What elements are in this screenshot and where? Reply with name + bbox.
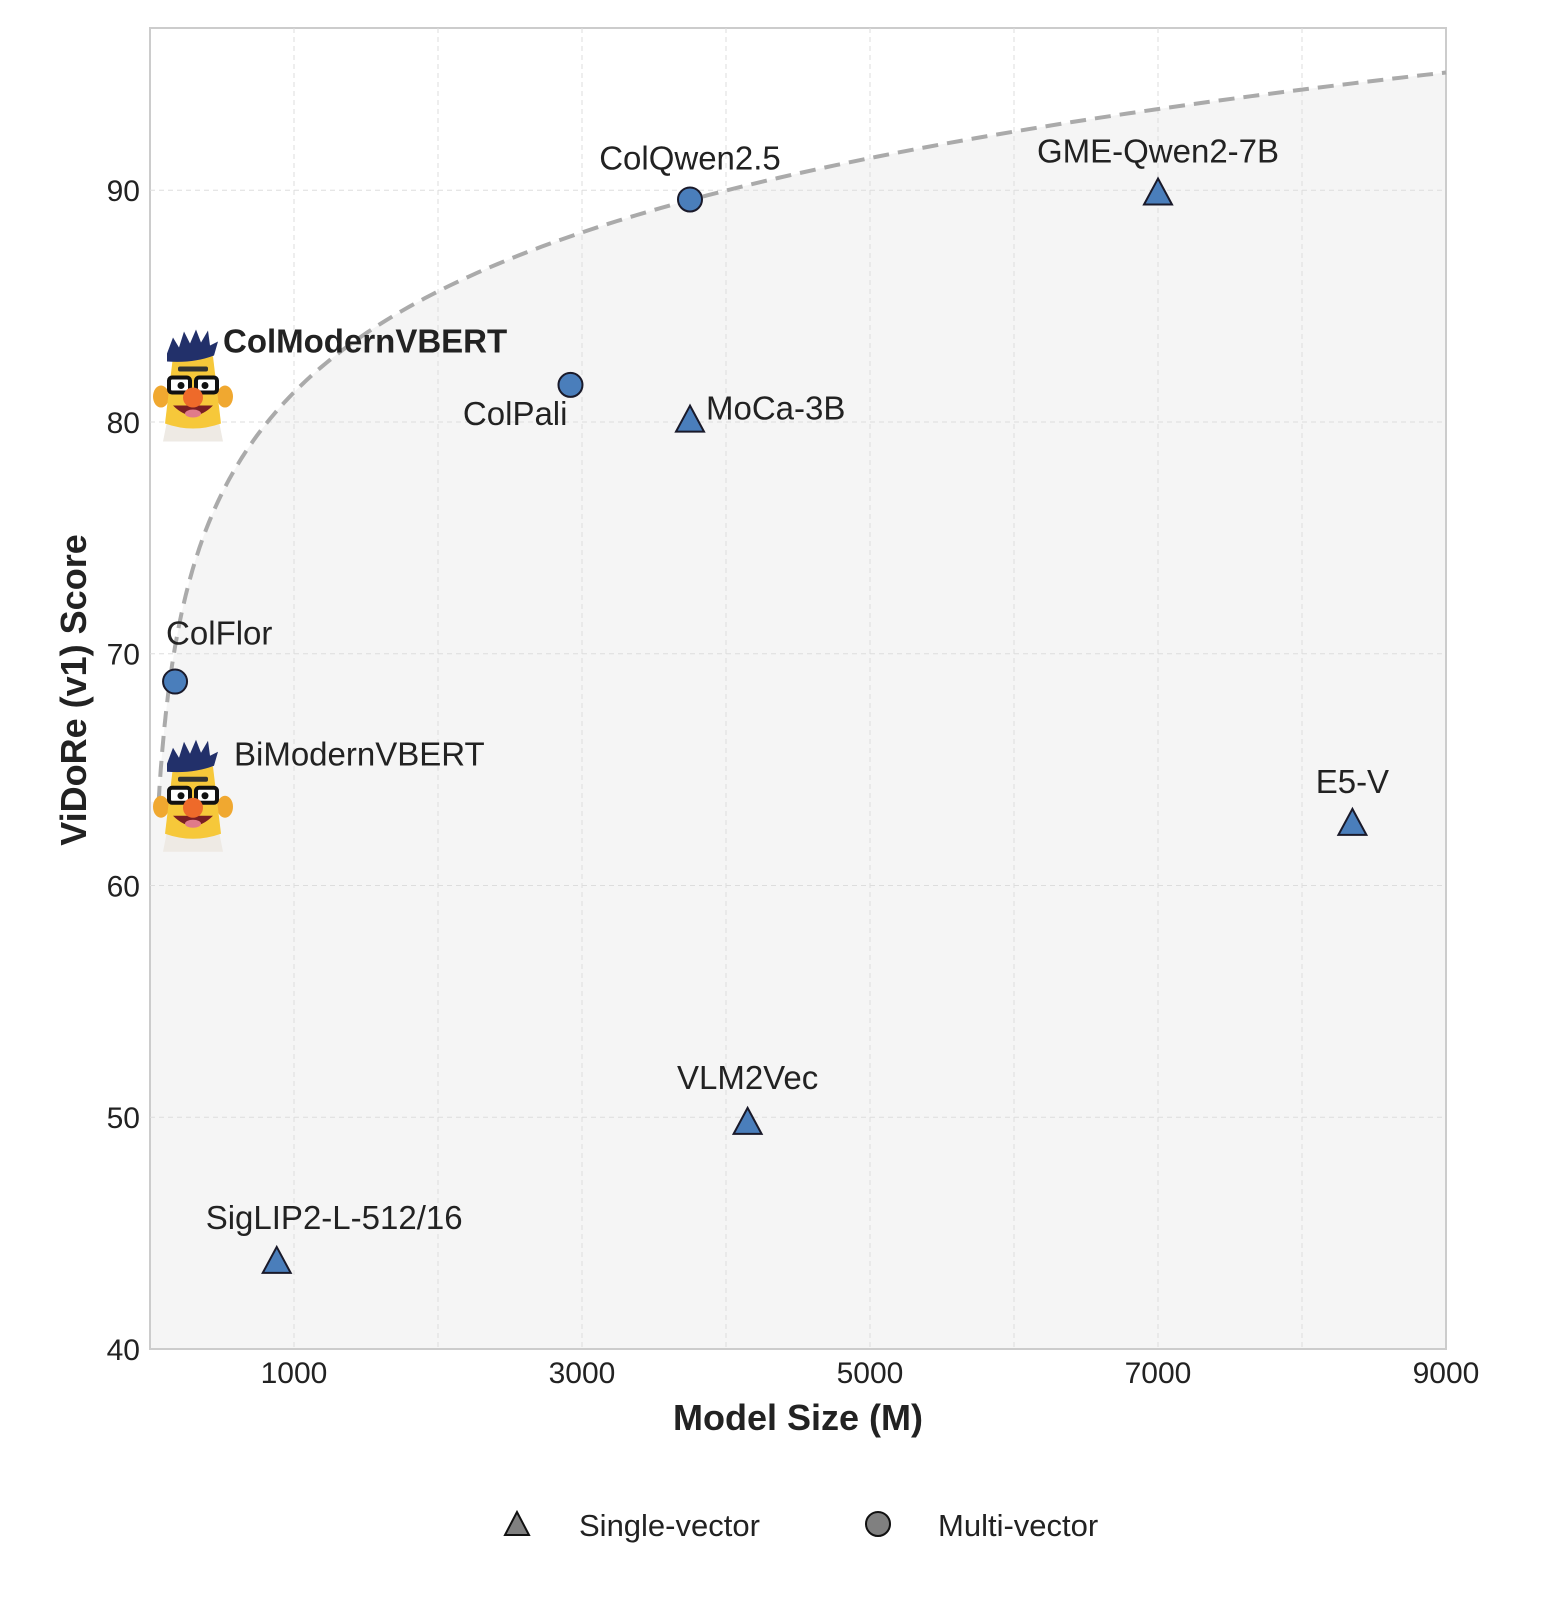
data-point: BiModernVBERT — [153, 736, 485, 852]
legend-label-single: Single-vector — [579, 1508, 760, 1543]
legend-triangle-marker — [503, 1509, 531, 1536]
y-tick-label: 70 — [107, 639, 140, 672]
legend: Single-vector Multi-vector — [503, 1508, 1098, 1543]
plot-area — [149, 27, 1447, 1350]
bert-eye — [177, 792, 185, 800]
point-label: MoCa-3B — [706, 390, 845, 427]
bert-eye — [201, 792, 209, 800]
bert-hair — [167, 739, 218, 773]
triangle-marker — [1336, 806, 1369, 836]
bert-eye — [177, 382, 185, 390]
legend-label-multi: Multi-vector — [938, 1508, 1098, 1543]
triangle-marker — [674, 403, 706, 433]
circle-marker — [557, 371, 584, 398]
x-tick-label: 1000 — [261, 1357, 328, 1390]
bert-hair — [167, 329, 218, 362]
point-label: ColPali — [463, 395, 568, 432]
point-label: SigLIP2-L-512/16 — [206, 1199, 463, 1236]
y-tick-label: 80 — [107, 407, 140, 440]
data-point: GME-Qwen2-7B — [1037, 133, 1279, 206]
data-point: ColFlor — [162, 615, 272, 695]
grid-lines — [150, 28, 1446, 1349]
bert-ear — [217, 385, 233, 408]
bert-brow — [178, 366, 208, 372]
data-points: ColQwen2.5 GME-Qwen2-7B ColModernVBERT ColP… — [153, 133, 1389, 1274]
bert-ear — [153, 795, 169, 818]
bert-ear — [217, 795, 233, 818]
y-axis-label: ViDoRe (v1) Score — [53, 534, 94, 845]
y-tick-label: 60 — [107, 870, 140, 903]
bert-tongue — [185, 819, 201, 828]
bert-brow — [178, 776, 208, 782]
triangle-marker — [1142, 176, 1174, 206]
point-label: BiModernVBERT — [234, 736, 485, 773]
x-tick-label: 3000 — [549, 1357, 616, 1390]
point-label: ColQwen2.5 — [599, 139, 781, 176]
bert-ear — [153, 385, 169, 408]
x-tick-label: 7000 — [1125, 1357, 1192, 1390]
y-tick-label: 50 — [107, 1102, 140, 1135]
data-point: ColPali — [463, 371, 584, 432]
x-axis-label: Model Size (M) — [673, 1397, 923, 1438]
data-point: MoCa-3B — [674, 390, 845, 433]
point-label: ColModernVBERT — [223, 323, 507, 360]
circle-marker — [162, 668, 189, 695]
data-point: ColQwen2.5 — [599, 139, 781, 213]
bert-nose — [183, 797, 203, 818]
y-tick-label: 90 — [107, 175, 140, 208]
data-point: SigLIP2-L-512/16 — [206, 1199, 463, 1274]
data-point: ColModernVBERT — [153, 323, 507, 442]
triangle-marker — [731, 1105, 764, 1135]
x-tick-label: 9000 — [1413, 1357, 1480, 1390]
triangle-marker — [261, 1244, 293, 1274]
data-point: E5-V — [1316, 763, 1389, 836]
bert-nose — [183, 387, 203, 408]
frontier-curve-line — [156, 70, 1447, 802]
circle-marker — [677, 186, 703, 213]
y-tick-label: 40 — [107, 1334, 140, 1367]
plot-frame — [149, 27, 1447, 1350]
shaded-region — [150, 72, 1446, 1349]
point-label: E5-V — [1316, 763, 1389, 800]
bert-tongue — [185, 409, 201, 418]
frontier-curve — [156, 70, 1447, 802]
bert-eye — [201, 382, 209, 390]
axis-ticks: 1000 3000 5000 7000 9000 40 50 60 70 80 90 — [107, 175, 1480, 1390]
data-point: VLM2Vec — [677, 1059, 818, 1135]
point-label: VLM2Vec — [677, 1059, 818, 1096]
point-label: GME-Qwen2-7B — [1037, 133, 1279, 170]
point-label: ColFlor — [166, 615, 272, 652]
x-tick-label: 5000 — [837, 1357, 904, 1390]
legend-circle-marker — [865, 1511, 891, 1537]
